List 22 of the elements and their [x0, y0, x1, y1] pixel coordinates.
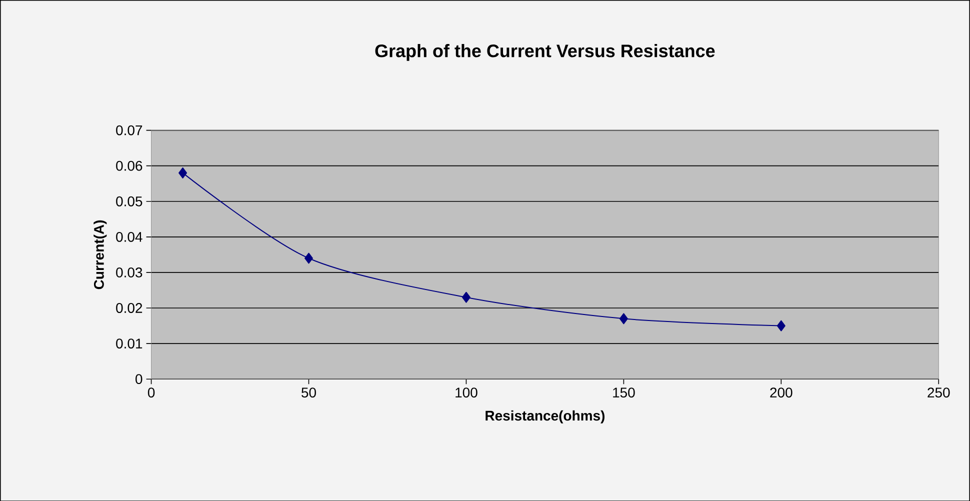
point — [304, 252, 313, 264]
y-tick-label: 0.02 — [116, 302, 142, 313]
y-tick-label: 0.07 — [116, 125, 142, 136]
x-tick-label: 0 — [148, 387, 155, 398]
x-tick-label: 50 — [302, 387, 316, 398]
y-tick-label: 0.01 — [116, 338, 142, 348]
y-tick-label: 0.05 — [116, 196, 142, 206]
y-tick-label: 0.06 — [116, 160, 142, 171]
x-tick-label: 250 — [928, 387, 950, 398]
point — [462, 292, 470, 303]
x-tick-label: 200 — [770, 387, 792, 398]
point — [619, 312, 628, 324]
point — [776, 320, 786, 332]
y-tick-label: 0.04 — [116, 232, 142, 242]
y-tick-label: 0 — [136, 374, 142, 384]
point — [178, 167, 188, 178]
x-axis-title: Resistance(ohms) — [486, 410, 604, 424]
x-tick-label: 150 — [613, 387, 635, 398]
chart-title: Graph of the Current Versus Resistance — [375, 44, 715, 61]
y-axis-title: Current(A) — [94, 220, 107, 289]
y-tick-label: 0.03 — [116, 267, 142, 278]
x-tick-label: 100 — [456, 387, 478, 398]
